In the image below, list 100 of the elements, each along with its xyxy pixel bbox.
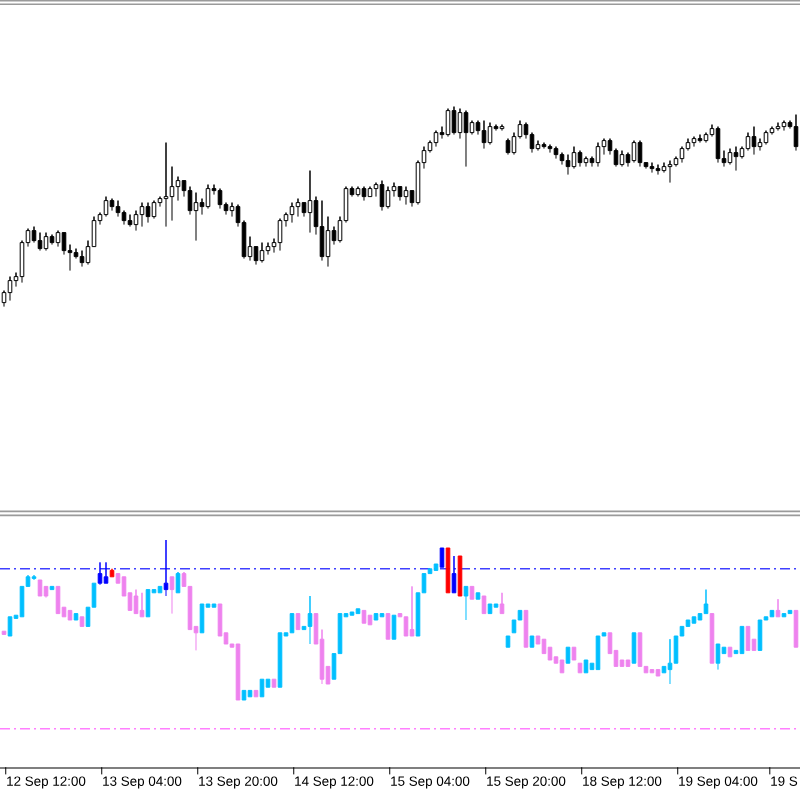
candlestick xyxy=(403,186,409,206)
candlestick xyxy=(553,146,559,160)
candlestick xyxy=(619,150,625,168)
candlestick xyxy=(751,126,757,156)
candlestick xyxy=(469,585,475,600)
candlestick xyxy=(289,202,295,224)
candlestick xyxy=(139,202,145,228)
candlestick xyxy=(763,130,769,146)
candlestick xyxy=(655,164,661,176)
candlestick xyxy=(361,186,367,202)
candlestick xyxy=(295,198,301,218)
candlestick xyxy=(781,120,787,132)
candlestick xyxy=(73,613,79,621)
candlestick xyxy=(193,192,199,242)
candlestick xyxy=(775,122,781,132)
candlestick xyxy=(649,162,655,174)
candlestick xyxy=(637,140,643,168)
candlestick xyxy=(241,689,247,701)
candlestick xyxy=(97,561,103,586)
candlestick xyxy=(355,608,361,615)
candlestick xyxy=(397,186,403,202)
candlestick xyxy=(499,124,505,132)
candlestick xyxy=(205,184,211,210)
candlestick xyxy=(655,669,661,677)
candlestick xyxy=(259,242,265,264)
candlestick xyxy=(367,186,373,198)
candlestick xyxy=(145,202,151,224)
candlestick xyxy=(487,603,493,615)
candlestick xyxy=(625,659,631,667)
candlestick xyxy=(7,616,13,637)
candlestick xyxy=(43,232,49,252)
candlestick xyxy=(481,120,487,150)
candlestick xyxy=(595,142,601,168)
candlestick xyxy=(583,659,589,674)
candlestick xyxy=(217,188,223,210)
candlestick xyxy=(307,595,313,645)
candlestick xyxy=(697,134,703,144)
candlestick xyxy=(727,148,733,166)
candlestick xyxy=(715,643,721,671)
candlestick xyxy=(667,638,673,685)
candlestick xyxy=(577,150,583,168)
candlestick xyxy=(385,186,391,210)
candlestick xyxy=(691,136,697,148)
candlestick xyxy=(127,214,133,228)
candlestick xyxy=(217,603,223,637)
candlestick xyxy=(541,142,547,150)
candlestick xyxy=(775,598,781,618)
candlestick xyxy=(379,180,385,212)
candlestick xyxy=(583,156,589,168)
candlestick xyxy=(277,218,283,252)
candlestick xyxy=(103,196,109,218)
candlestick xyxy=(49,234,55,246)
candlestick xyxy=(67,609,73,621)
candlestick xyxy=(37,579,43,597)
candlestick xyxy=(715,126,721,164)
candlestick xyxy=(115,200,121,218)
candlestick xyxy=(535,140,541,152)
candlestick xyxy=(433,130,439,148)
candlestick xyxy=(103,561,109,584)
candlestick xyxy=(409,585,415,637)
candlestick xyxy=(463,110,469,168)
candlestick xyxy=(55,230,61,248)
candlestick xyxy=(271,678,277,688)
candlestick xyxy=(691,616,697,624)
candlestick xyxy=(139,592,145,618)
candlestick xyxy=(703,132,709,144)
candlestick xyxy=(451,106,457,136)
candlestick xyxy=(571,146,577,170)
candlestick xyxy=(151,200,157,220)
candlestick xyxy=(793,114,799,152)
candlestick xyxy=(475,592,481,600)
candlestick xyxy=(169,576,175,615)
candlestick xyxy=(451,555,457,594)
candlestick xyxy=(505,138,511,156)
candlestick xyxy=(703,589,709,615)
candlestick xyxy=(463,585,469,621)
candlestick xyxy=(79,616,85,627)
candlestick xyxy=(547,646,553,661)
candlestick xyxy=(163,539,169,597)
candlestick xyxy=(373,613,379,621)
candlestick xyxy=(439,547,445,568)
candlestick xyxy=(445,108,451,138)
candlestick xyxy=(505,635,511,648)
candlestick xyxy=(433,563,439,571)
candlestick xyxy=(571,646,577,661)
candlestick xyxy=(745,132,751,152)
candlestick xyxy=(487,122,493,146)
candlestick xyxy=(565,154,571,176)
candlestick xyxy=(355,186,361,198)
candlestick xyxy=(559,659,565,674)
candlestick xyxy=(667,160,673,184)
candlestick xyxy=(43,585,49,599)
candlestick xyxy=(631,140,637,164)
candlestick xyxy=(307,170,313,234)
candlestick xyxy=(31,226,37,244)
candlestick xyxy=(319,200,325,262)
candlestick xyxy=(37,232,43,252)
candlestick xyxy=(265,242,271,256)
candlestick xyxy=(679,146,685,164)
candlestick xyxy=(529,635,535,648)
